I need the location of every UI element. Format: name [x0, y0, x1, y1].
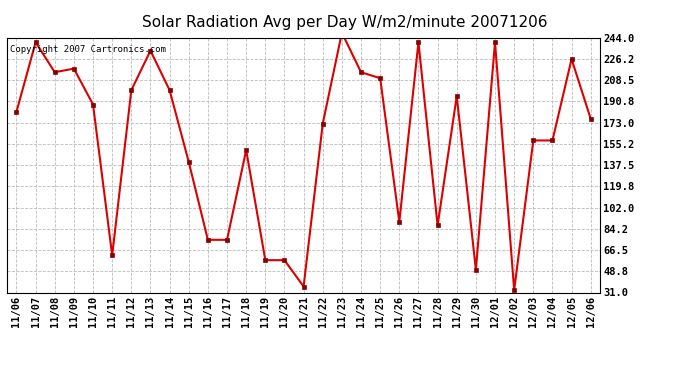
Text: Solar Radiation Avg per Day W/m2/minute 20071206: Solar Radiation Avg per Day W/m2/minute …: [142, 15, 548, 30]
Text: Copyright 2007 Cartronics.com: Copyright 2007 Cartronics.com: [10, 45, 166, 54]
